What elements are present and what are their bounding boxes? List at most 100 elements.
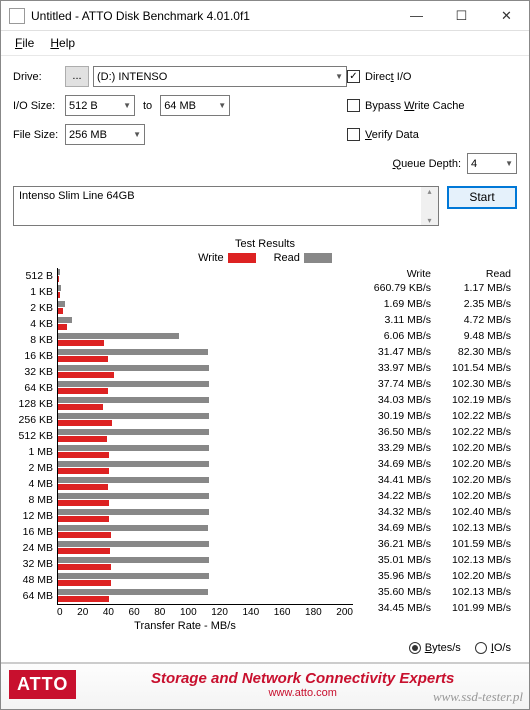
io-from-select[interactable]: 512 B ▼ — [65, 95, 135, 116]
menu-file[interactable]: File — [7, 33, 42, 53]
queue-depth-label: Queue Depth: — [393, 158, 462, 170]
read-value: 101.54 MB/s — [437, 360, 517, 376]
write-bar — [58, 500, 109, 506]
write-bar — [58, 532, 111, 538]
bar-row — [58, 348, 353, 364]
data-row: 34.32 MB/s102.40 MB/s — [357, 504, 517, 520]
write-value: 35.96 MB/s — [357, 568, 437, 584]
read-bar — [58, 429, 209, 435]
file-size-select[interactable]: 256 MB ▼ — [65, 124, 145, 145]
write-value: 660.79 KB/s — [357, 280, 437, 296]
footer: ATTO Storage and Network Connectivity Ex… — [1, 662, 529, 709]
chevron-down-icon: ▼ — [123, 101, 131, 110]
read-bar — [58, 573, 209, 579]
maximize-button[interactable]: ☐ — [439, 1, 484, 31]
io-to-select[interactable]: 64 MB ▼ — [160, 95, 230, 116]
description-textarea[interactable]: Intenso Slim Line 64GB ▴▾ — [13, 186, 439, 226]
write-bar — [58, 596, 109, 602]
verify-label: Verify Data — [365, 129, 419, 141]
bar-row — [58, 316, 353, 332]
read-value: 9.48 MB/s — [437, 328, 517, 344]
data-row: 660.79 KB/s1.17 MB/s — [357, 280, 517, 296]
bypass-checkbox[interactable] — [347, 99, 360, 112]
write-bar — [58, 468, 109, 474]
read-value: 101.59 MB/s — [437, 536, 517, 552]
units-bytes-radio[interactable] — [409, 642, 421, 654]
verify-checkbox[interactable] — [347, 128, 360, 141]
read-bar — [58, 477, 209, 483]
scroll-down-icon: ▾ — [427, 216, 431, 225]
data-table: Write Read 660.79 KB/s1.17 MB/s1.69 MB/s… — [357, 268, 517, 632]
drive-select[interactable]: (D:) INTENSO ▼ — [93, 66, 347, 87]
start-button[interactable]: Start — [447, 186, 517, 209]
write-value: 33.29 MB/s — [357, 440, 437, 456]
data-row: 36.21 MB/s101.59 MB/s — [357, 536, 517, 552]
legend-read-label: Read — [274, 252, 300, 264]
read-value: 102.30 MB/s — [437, 376, 517, 392]
queue-depth-value: 4 — [471, 158, 477, 170]
units-io-radio[interactable] — [475, 642, 487, 654]
io-size-label: I/O Size: — [13, 100, 65, 112]
io-to-value: 64 MB — [164, 100, 196, 112]
io-from-value: 512 B — [69, 100, 98, 112]
bar-row — [58, 460, 353, 476]
write-value: 30.19 MB/s — [357, 408, 437, 424]
chevron-down-icon: ▼ — [335, 72, 343, 81]
legend-read-swatch — [304, 253, 332, 263]
chart-x-ticks: 020406080100120140160180200 — [57, 607, 357, 618]
write-value: 36.50 MB/s — [357, 424, 437, 440]
drive-value: (D:) INTENSO — [97, 71, 167, 83]
chart-bars — [57, 268, 353, 605]
write-value: 33.97 MB/s — [357, 360, 437, 376]
write-value: 6.06 MB/s — [357, 328, 437, 344]
y-label: 512 KB — [13, 428, 53, 444]
read-bar — [58, 269, 60, 275]
read-value: 102.20 MB/s — [437, 488, 517, 504]
read-value: 102.20 MB/s — [437, 456, 517, 472]
bar-row — [58, 412, 353, 428]
chevron-down-icon: ▼ — [218, 101, 226, 110]
units-row: Bytes/s IO/s — [1, 638, 529, 662]
data-row: 34.69 MB/s102.13 MB/s — [357, 520, 517, 536]
bar-row — [58, 268, 353, 284]
write-bar — [58, 404, 103, 410]
data-row: 36.50 MB/s102.22 MB/s — [357, 424, 517, 440]
x-tick: 20 — [77, 607, 88, 618]
chart-legend: Write Read — [13, 252, 517, 264]
read-value: 102.20 MB/s — [437, 472, 517, 488]
drive-browse-button[interactable]: ... — [65, 66, 89, 87]
x-tick: 200 — [336, 607, 353, 618]
x-tick: 0 — [57, 607, 63, 618]
y-label: 1 KB — [13, 284, 53, 300]
x-tick: 160 — [274, 607, 291, 618]
y-label: 32 KB — [13, 364, 53, 380]
scrollbar[interactable]: ▴▾ — [421, 187, 438, 225]
app-icon — [9, 8, 25, 24]
data-row: 35.01 MB/s102.13 MB/s — [357, 552, 517, 568]
bar-row — [58, 572, 353, 588]
y-label: 64 MB — [13, 588, 53, 604]
read-value: 102.13 MB/s — [437, 552, 517, 568]
data-row: 34.41 MB/s102.20 MB/s — [357, 472, 517, 488]
bypass-label: Bypass Write Cache — [365, 100, 464, 112]
bar-row — [58, 380, 353, 396]
write-bar — [58, 548, 110, 554]
y-label: 8 KB — [13, 332, 53, 348]
read-value: 102.40 MB/s — [437, 504, 517, 520]
y-label: 2 MB — [13, 460, 53, 476]
read-bar — [58, 397, 209, 403]
legend-write-label: Write — [198, 252, 223, 264]
bar-row — [58, 332, 353, 348]
close-button[interactable]: ✕ — [484, 1, 529, 31]
menu-help[interactable]: Help — [42, 33, 83, 53]
data-row: 33.97 MB/s101.54 MB/s — [357, 360, 517, 376]
read-value: 102.20 MB/s — [437, 568, 517, 584]
queue-depth-select[interactable]: 4 ▼ — [467, 153, 517, 174]
write-bar — [58, 308, 63, 314]
bar-row — [58, 284, 353, 300]
bar-row — [58, 396, 353, 412]
chevron-down-icon: ▼ — [133, 130, 141, 139]
minimize-button[interactable]: — — [394, 1, 439, 31]
y-label: 48 MB — [13, 572, 53, 588]
direct-io-checkbox[interactable]: ✓ — [347, 70, 360, 83]
